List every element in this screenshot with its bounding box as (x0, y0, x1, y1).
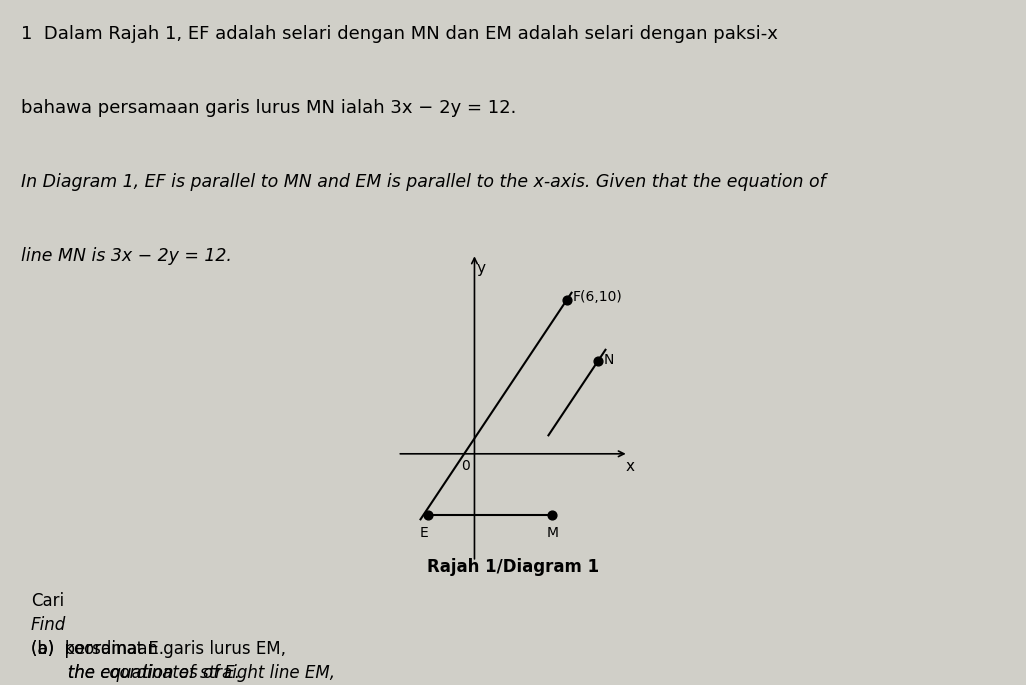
Text: Cari: Cari (31, 592, 64, 610)
Text: Rajah 1/Diagram 1: Rajah 1/Diagram 1 (427, 558, 599, 576)
Text: F(6,10): F(6,10) (574, 290, 623, 303)
Text: Find: Find (31, 616, 66, 634)
Text: N: N (604, 353, 615, 366)
Text: the equation of straight line EM,: the equation of straight line EM, (31, 664, 334, 682)
Text: In Diagram 1, EF is parallel to MN and EM is parallel to the x-axis. Given that : In Diagram 1, EF is parallel to MN and E… (21, 173, 825, 190)
Text: (b)  koordinat E.: (b) koordinat E. (31, 640, 164, 658)
Point (544, 510, 560, 521)
Point (420, 510, 436, 521)
Text: M: M (547, 526, 559, 540)
Text: (a)  persamaan garis lurus EM,: (a) persamaan garis lurus EM, (31, 640, 286, 658)
Text: 0: 0 (461, 459, 470, 473)
Text: bahawa persamaan garis lurus MN ialah 3x − 2y = 12.: bahawa persamaan garis lurus MN ialah 3x… (21, 99, 516, 116)
Text: 1  Dalam Rajah 1, EF adalah selari dengan MN dan EM adalah selari dengan paksi-x: 1 Dalam Rajah 1, EF adalah selari dengan… (21, 25, 778, 42)
Text: line MN is 3x − 2y = 12.: line MN is 3x − 2y = 12. (21, 247, 232, 264)
Text: y: y (476, 261, 485, 276)
Point (590, 356, 606, 367)
Point (559, 295, 576, 306)
Text: x: x (626, 459, 634, 473)
Text: E: E (420, 526, 428, 540)
Text: the coordinates of E.: the coordinates of E. (31, 664, 240, 682)
